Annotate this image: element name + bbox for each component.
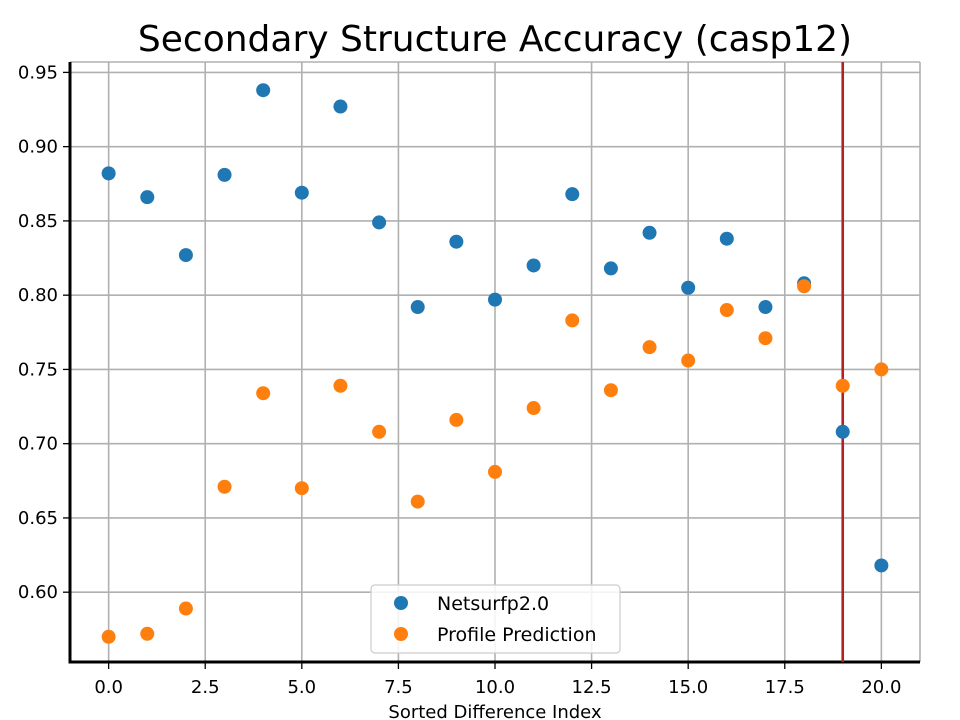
netsurfp-point — [140, 190, 154, 204]
netsurfp-point — [720, 232, 734, 246]
legend-marker — [394, 627, 408, 641]
netsurfp-point — [643, 226, 657, 240]
profile-prediction-point — [758, 331, 772, 345]
x-tick-label: 15.0 — [668, 677, 708, 698]
y-tick-label: 0.85 — [18, 211, 58, 232]
y-tick-label: 0.90 — [18, 137, 58, 158]
x-tick-label: 0.0 — [94, 677, 123, 698]
profile-prediction-point — [836, 379, 850, 393]
legend: Netsurfp2.0 Profile Prediction — [371, 585, 620, 653]
x-tick-label: 7.5 — [384, 677, 413, 698]
x-tick-label: 5.0 — [287, 677, 316, 698]
y-tick-label: 0.60 — [18, 582, 58, 603]
netsurfp-point — [411, 300, 425, 314]
profile-prediction-point — [449, 413, 463, 427]
x-tick-label: 2.5 — [191, 677, 220, 698]
profile-prediction-point — [140, 627, 154, 641]
profile-prediction-point — [256, 386, 270, 400]
netsurfp-point — [527, 258, 541, 272]
netsurfp-point — [256, 83, 270, 97]
profile-prediction-point — [179, 602, 193, 616]
profile-prediction-point — [797, 279, 811, 293]
profile-prediction-point — [720, 303, 734, 317]
profile-prediction-point — [295, 481, 309, 495]
y-tick-label: 0.75 — [18, 359, 58, 380]
grid — [70, 62, 920, 662]
x-tick-label: 20.0 — [861, 677, 901, 698]
netsurfp-point — [372, 215, 386, 229]
netsurfp-point — [758, 300, 772, 314]
profile-prediction-point — [527, 401, 541, 415]
netsurfp-point — [604, 261, 618, 275]
profile-prediction-point — [643, 340, 657, 354]
netsurfp-point — [295, 186, 309, 200]
profile-prediction-point — [218, 480, 232, 494]
y-tick-label: 0.70 — [18, 434, 58, 455]
netsurfp-point — [836, 425, 850, 439]
y-tick-label: 0.95 — [18, 62, 58, 83]
netsurfp-point — [179, 248, 193, 262]
netsurfp-point — [681, 281, 695, 295]
profile-prediction-point — [604, 383, 618, 397]
profile-prediction-point — [488, 465, 502, 479]
profile-prediction-point — [333, 379, 347, 393]
chart-title: Secondary Structure Accuracy (casp12) — [138, 19, 852, 60]
profile-prediction-point — [681, 354, 695, 368]
netsurfp-point — [488, 293, 502, 307]
profile-prediction-point — [874, 362, 888, 376]
y-tick-label: 0.80 — [18, 285, 58, 306]
netsurfp-point — [565, 187, 579, 201]
netsurfp-point — [874, 558, 888, 572]
netsurfp-point — [218, 168, 232, 182]
profile-prediction-point — [565, 313, 579, 327]
legend-label: Netsurfp2.0 — [437, 593, 549, 615]
legend-label: Profile Prediction — [437, 624, 597, 646]
profile-prediction-point — [372, 425, 386, 439]
netsurfp-point — [102, 166, 116, 180]
x-tick-label: 12.5 — [572, 677, 612, 698]
x-axis-ticks: 0.0 2.5 5.0 7.5 10.0 12.5 15.0 17.5 20.0 — [94, 662, 901, 698]
x-tick-label: 17.5 — [765, 677, 805, 698]
profile-prediction-point — [411, 495, 425, 509]
netsurfp-point — [449, 235, 463, 249]
x-tick-label: 10.0 — [475, 677, 515, 698]
profile-prediction-point — [102, 630, 116, 644]
netsurfp-point — [333, 100, 347, 114]
x-axis-label: Sorted Difference Index — [388, 702, 602, 720]
legend-marker — [394, 596, 408, 610]
y-tick-label: 0.65 — [18, 508, 58, 529]
y-axis-ticks: 0.60 0.65 0.70 0.75 0.80 0.85 0.90 0.95 — [18, 62, 70, 603]
